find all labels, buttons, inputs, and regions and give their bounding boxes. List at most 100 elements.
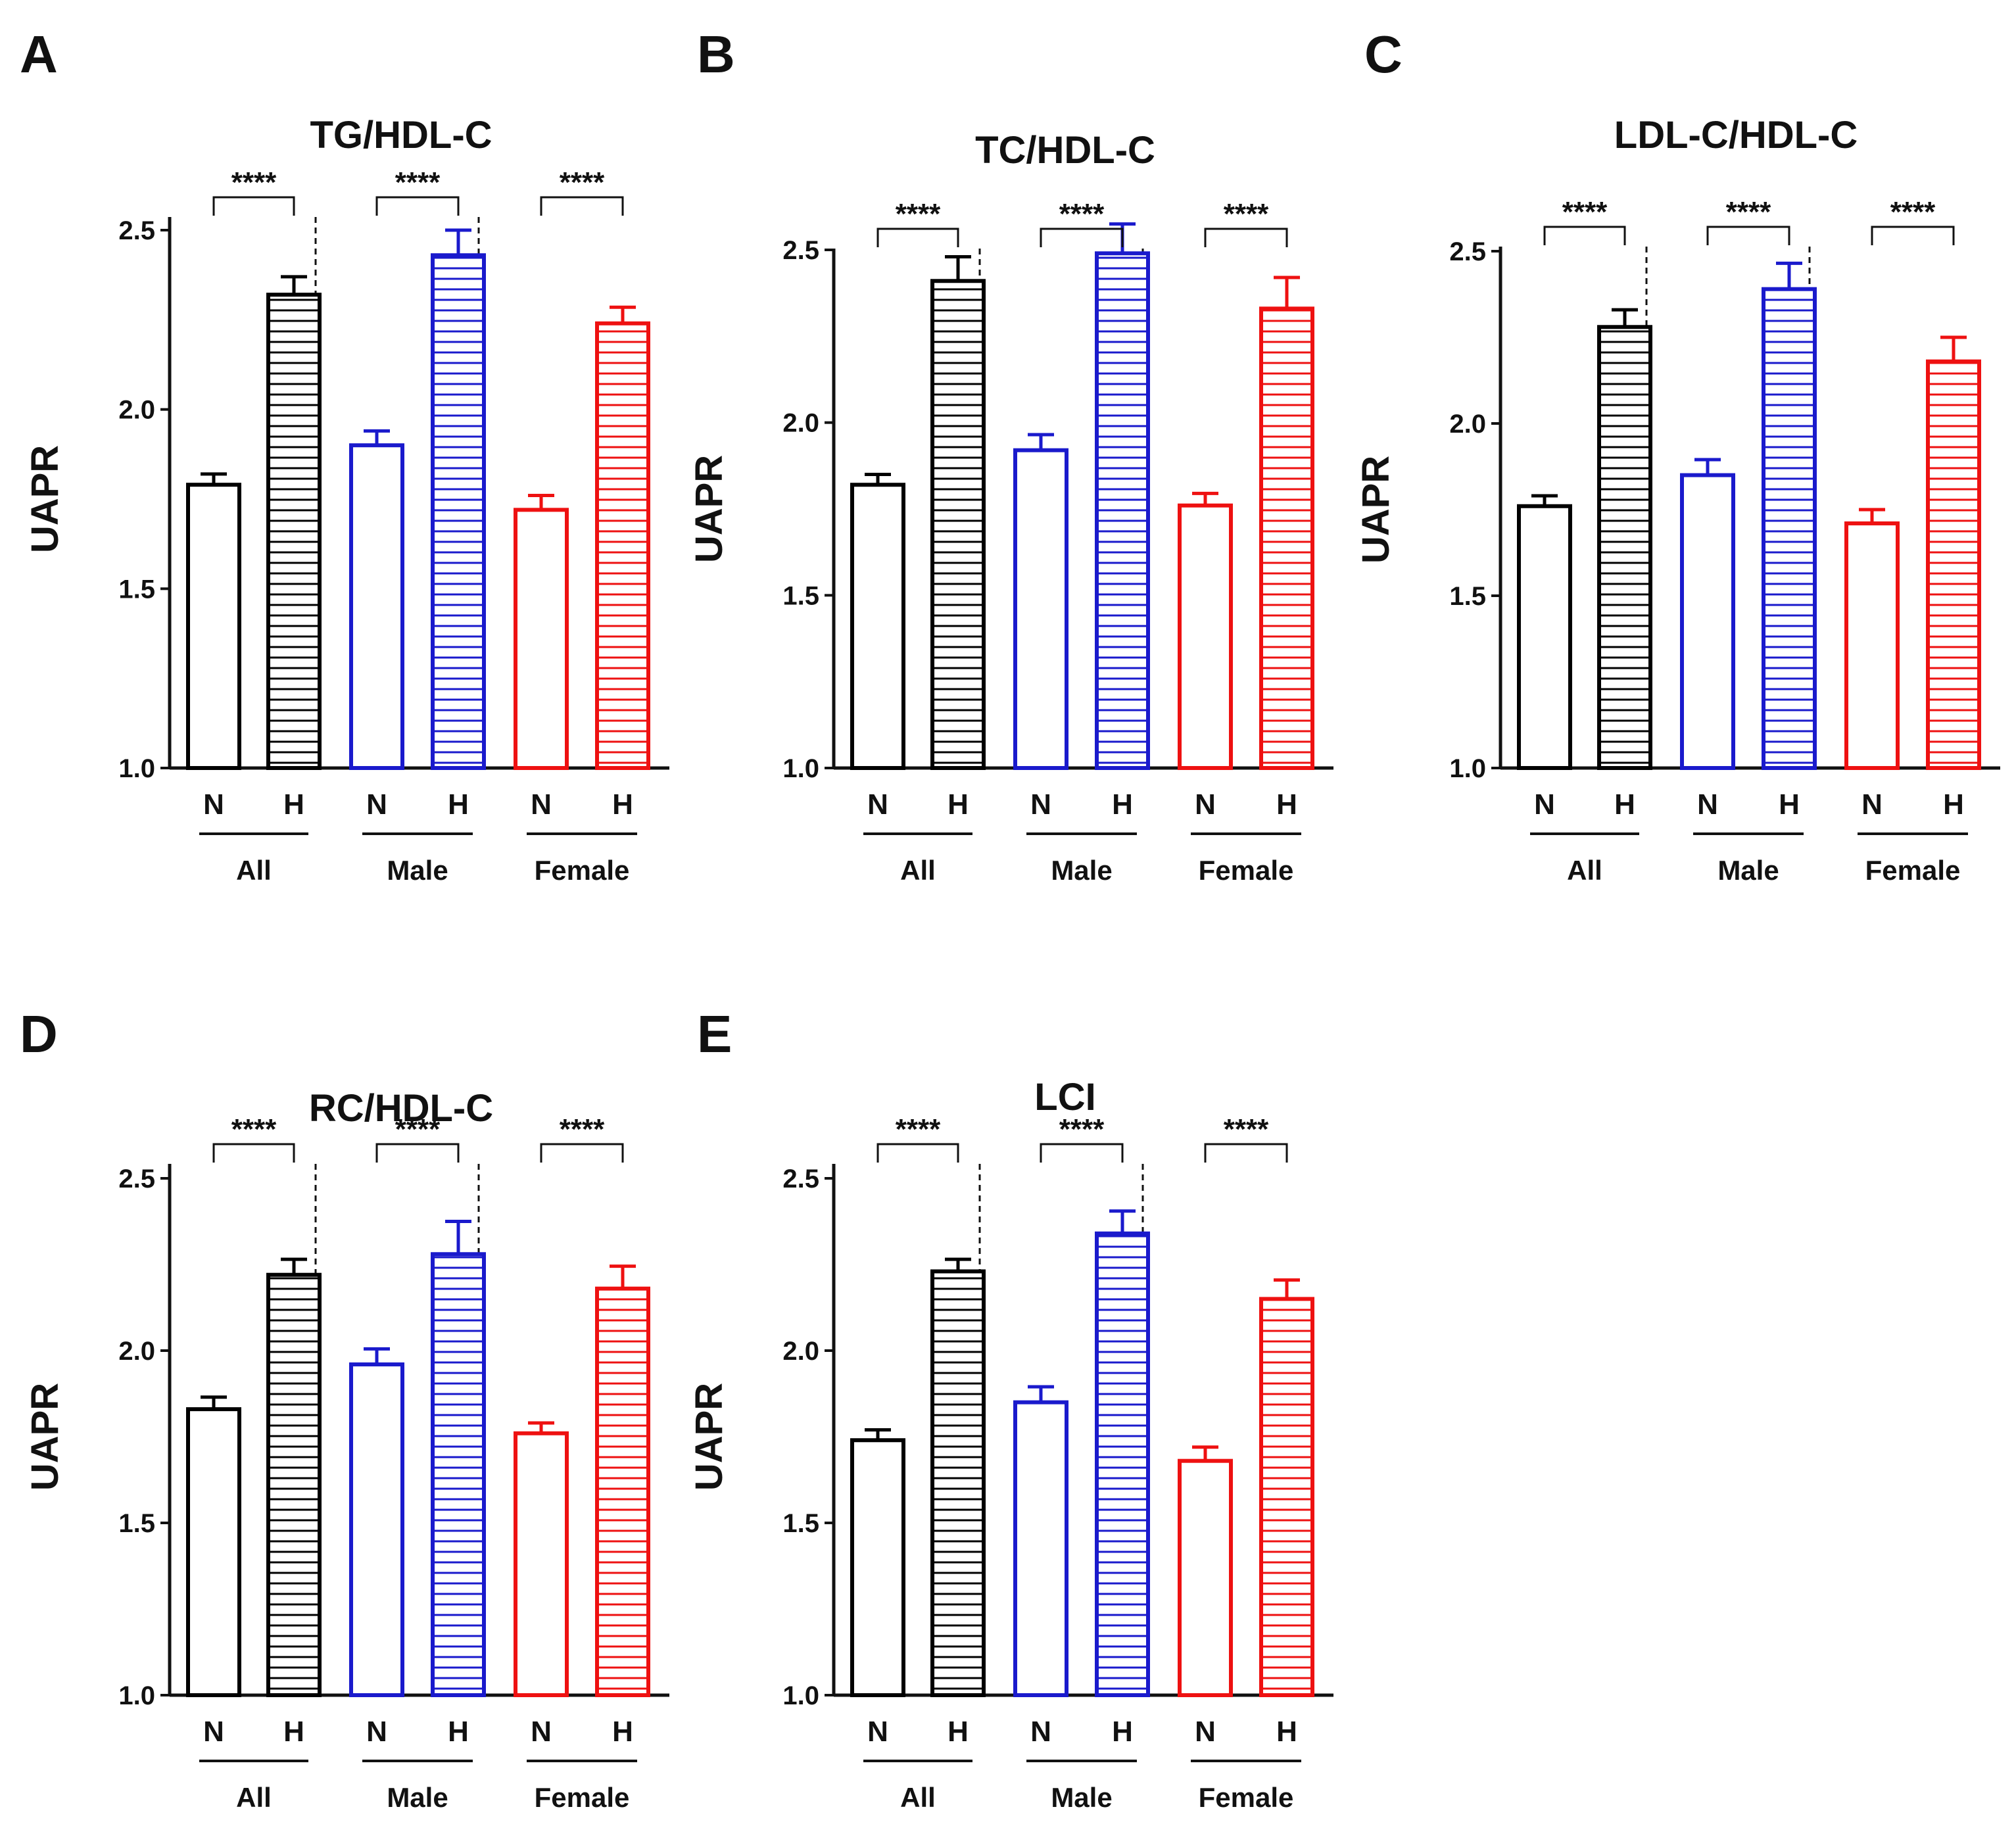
- x-category-label: N: [531, 788, 552, 821]
- x-category-label: H: [283, 788, 304, 821]
- group-label: Male: [1051, 855, 1112, 886]
- y-tick-label: 1.5: [782, 581, 819, 610]
- significance-label: ****: [896, 1113, 941, 1145]
- bar-male-n: [1013, 1400, 1068, 1698]
- chart-title: LCI: [1034, 1076, 1095, 1118]
- significance-bracket: [876, 228, 959, 247]
- group-label: All: [236, 855, 272, 886]
- x-category-label: H: [448, 1716, 469, 1748]
- x-category-label: H: [1614, 788, 1635, 821]
- bar-male-h: [431, 253, 486, 770]
- y-tick-label: 1.5: [782, 1509, 819, 1538]
- bar-female-h: [1259, 1297, 1314, 1697]
- significance-bracket: [375, 196, 460, 216]
- significance-bracket: [540, 196, 624, 216]
- bar-all-h: [1597, 325, 1652, 770]
- chart-title: TG/HDL-C: [310, 114, 492, 156]
- panel-letter: C: [1364, 25, 1403, 84]
- group-label: Male: [1051, 1782, 1112, 1813]
- y-tick-label: 2.0: [1449, 410, 1486, 439]
- group-label: All: [236, 1782, 272, 1813]
- x-category-label: H: [948, 1716, 969, 1748]
- significance-bracket: [212, 1143, 295, 1163]
- group-label: All: [900, 1782, 936, 1813]
- bar-female-n: [514, 1431, 569, 1697]
- y-tick-label: 1.0: [118, 1681, 155, 1710]
- x-category-label: H: [448, 788, 469, 821]
- chart-panel-c: C LDL-C/HDL-C UAPR 1.0 1.5 2.0 2.5 N H N H N H All ***…: [1355, 25, 2000, 886]
- panel-letter: A: [20, 25, 58, 84]
- bar-all-n: [186, 483, 241, 770]
- bar-female-n: [514, 508, 569, 770]
- significance-label: ****: [560, 1113, 605, 1145]
- significance-label: ****: [1224, 1113, 1269, 1145]
- significance-label: ****: [395, 1113, 441, 1145]
- bar-male-n: [349, 443, 404, 770]
- chart-panel-b: B TC/HDL-C UAPR 1.0 1.5 2.0 2.5 N H N H N H All **** Ma…: [688, 25, 1333, 886]
- panel-letter: D: [20, 1005, 58, 1063]
- x-category-label: N: [203, 788, 224, 821]
- significance-label: ****: [1224, 198, 1269, 230]
- x-category-label: N: [1697, 788, 1718, 821]
- significance-bracket: [1706, 226, 1790, 245]
- y-tick-label: 2.5: [118, 216, 155, 245]
- significance-bracket: [1871, 226, 1955, 245]
- y-axis-label: UAPR: [24, 445, 66, 553]
- significance-label: ****: [231, 166, 277, 199]
- significance-label: ****: [1059, 198, 1105, 230]
- bar-female-h: [595, 1286, 650, 1698]
- x-category-label: H: [612, 1716, 633, 1748]
- significance-label: ****: [1562, 196, 1608, 228]
- y-tick-label: 1.0: [782, 1681, 819, 1710]
- y-tick-label: 2.5: [782, 1165, 819, 1193]
- y-tick-label: 1.0: [1449, 754, 1486, 783]
- panel-letter: E: [697, 1005, 732, 1063]
- chart-panel-d: D RC/HDL-C UAPR 1.0 1.5 2.0 2.5 N H N H N H All **** Ma…: [20, 1005, 669, 1813]
- significance-bracket: [1204, 228, 1288, 247]
- x-category-label: H: [1943, 788, 1964, 821]
- chart-panel-a: A TG/HDL-C UAPR 1.0 1.5 2.0 2.5 N H N H N H All **** Ma…: [20, 25, 669, 886]
- significance-bracket: [212, 196, 295, 216]
- bar-male-h: [1095, 1231, 1150, 1697]
- bar-female-h: [1926, 359, 1981, 770]
- x-category-label: H: [612, 788, 633, 821]
- significance-bracket: [1204, 1143, 1288, 1163]
- group-label: Female: [535, 855, 630, 886]
- significance-bracket: [1040, 228, 1124, 247]
- x-category-label: N: [1030, 1716, 1051, 1748]
- significance-label: ****: [231, 1113, 277, 1145]
- bar-all-h: [266, 1272, 322, 1697]
- significance-bracket: [375, 1143, 460, 1163]
- bar-male-n: [1680, 473, 1735, 770]
- chart-title: TC/HDL-C: [975, 129, 1155, 172]
- x-category-label: N: [1195, 1716, 1216, 1748]
- bar-all-n: [186, 1407, 241, 1698]
- group-label: Female: [1199, 1782, 1294, 1813]
- x-category-label: N: [366, 1716, 387, 1748]
- bar-all-n: [850, 483, 905, 771]
- y-axis-label: UAPR: [1355, 456, 1397, 564]
- bar-male-h: [431, 1252, 486, 1697]
- y-axis-label: UAPR: [688, 1383, 731, 1491]
- bar-all-h: [930, 1269, 986, 1697]
- x-category-label: H: [1112, 788, 1133, 821]
- bar-all-n: [850, 1438, 905, 1697]
- bar-female-n: [1178, 503, 1233, 770]
- y-axis-label: UAPR: [24, 1383, 66, 1491]
- bar-male-n: [1013, 448, 1068, 771]
- x-category-label: N: [203, 1716, 224, 1748]
- y-tick-label: 2.5: [118, 1165, 155, 1193]
- x-category-label: H: [1779, 788, 1800, 821]
- group-label: Female: [1865, 855, 1961, 886]
- group-label: Male: [387, 1782, 448, 1813]
- y-tick-label: 1.5: [118, 575, 155, 604]
- y-tick-label: 2.0: [118, 396, 155, 425]
- significance-label: ****: [1726, 196, 1771, 228]
- panel-letter: B: [697, 25, 735, 84]
- bar-male-h: [1762, 287, 1817, 770]
- y-axis-label: UAPR: [688, 455, 731, 563]
- y-tick-label: 1.5: [1449, 582, 1486, 611]
- x-category-label: N: [1534, 788, 1555, 821]
- x-category-label: H: [948, 788, 969, 821]
